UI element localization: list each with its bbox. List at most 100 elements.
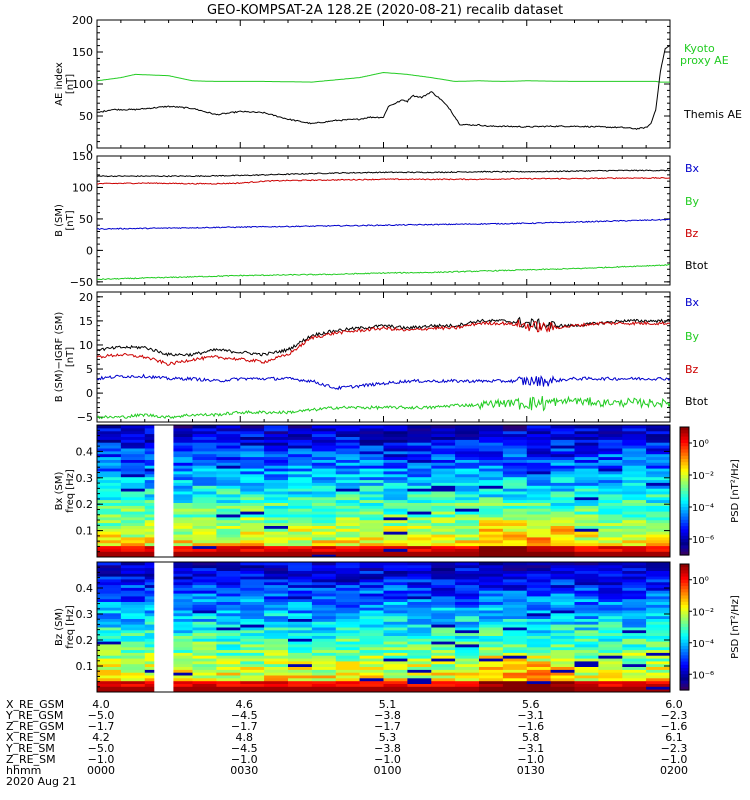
heatmap-cell (120, 445, 146, 449)
heatmap-cell (97, 587, 122, 591)
heatmap-cell (311, 519, 337, 524)
heatmap-cell (479, 470, 504, 475)
heatmap-cell (526, 573, 552, 577)
heatmap-cell (502, 598, 528, 602)
heatmap-cell (216, 638, 241, 642)
ephemeris-value: −1.7 (374, 720, 401, 733)
heatmap-cell (646, 570, 671, 574)
heatmap-cell (264, 436, 289, 440)
heatmap-cell (598, 448, 623, 452)
heatmap-cell (598, 564, 623, 569)
heatmap-cell (192, 573, 217, 577)
heatmap-cell (407, 554, 432, 558)
heatmap-cell (240, 525, 265, 529)
heatmap-cell (97, 511, 122, 515)
heatmap-cell (383, 680, 408, 684)
heatmap-cell (598, 502, 623, 506)
heatmap-cell (240, 562, 265, 566)
heatmap-cell (335, 508, 361, 512)
heatmap-cell (431, 519, 456, 524)
heatmap-cell (479, 539, 504, 544)
heatmap-cell (455, 499, 480, 503)
heatmap-cell (120, 621, 146, 625)
heatmap-cell (646, 536, 671, 541)
heatmap-cell (216, 511, 241, 515)
colorbar-segment (680, 589, 689, 593)
heatmap-cell (479, 542, 504, 547)
heatmap-cell (288, 686, 313, 690)
heatmap-cell (288, 587, 313, 591)
heatmap-cell (192, 621, 217, 625)
heatmap-cell (97, 627, 122, 631)
heatmap-cell (335, 564, 361, 569)
heatmap-cell (311, 581, 337, 586)
heatmap-cell (168, 468, 193, 472)
heatmap-cell (97, 473, 122, 478)
heatmap-cell (598, 584, 623, 588)
heatmap-cell (264, 465, 289, 469)
heatmap-cell (502, 567, 528, 571)
heatmap-cell (479, 564, 504, 569)
heatmap-cell (431, 644, 456, 648)
heatmap-cell (192, 430, 217, 435)
heatmap-cell (598, 593, 623, 597)
heatmap-cell (646, 462, 671, 466)
heatmap-cell (574, 689, 599, 693)
heatmap-cell (120, 545, 146, 549)
heatmap-cell (455, 427, 480, 432)
heatmap-cell (622, 488, 647, 492)
heatmap-cell (550, 629, 575, 634)
heatmap-cell (526, 493, 552, 498)
y-axis-label-line1: Bx (SM) (54, 472, 65, 511)
heatmap-cell (502, 629, 528, 634)
heatmap-cell (335, 658, 361, 662)
heatmap-cell (311, 593, 337, 597)
heatmap-cell (240, 468, 265, 472)
heatmap-cell (574, 468, 599, 472)
heatmap-cell (168, 587, 193, 591)
heatmap-cell (574, 567, 599, 571)
heatmap-cell (264, 629, 289, 634)
heatmap-cell (598, 551, 623, 555)
heatmap-cell (168, 584, 193, 588)
heatmap-cell (216, 502, 241, 506)
heatmap-cell (526, 499, 552, 503)
heatmap-cell (455, 581, 480, 586)
heatmap-cell (359, 545, 384, 549)
heatmap-cell (455, 554, 480, 558)
heatmap-cell (574, 539, 599, 544)
series-line-bx (97, 373, 670, 391)
heatmap-cell (407, 445, 432, 449)
heatmap-cell (240, 595, 265, 600)
heatmap-cell (479, 439, 504, 443)
heatmap-cell (455, 618, 480, 622)
heatmap-cell (407, 491, 432, 495)
heatmap-cell (550, 689, 575, 693)
heatmap-cell (598, 686, 623, 690)
heatmap-cell (240, 567, 265, 571)
heatmap-cell (479, 649, 504, 653)
heatmap-cell (455, 610, 480, 614)
heatmap-cell (502, 514, 528, 518)
panel-frame (96, 424, 671, 558)
heatmap-cell (216, 595, 241, 600)
heatmap-cell (240, 505, 265, 509)
heatmap-cell (622, 612, 647, 617)
heatmap-cell (479, 607, 504, 611)
heatmap-cell (264, 686, 289, 690)
colorbar-segment (680, 639, 689, 644)
heatmap-cell (526, 482, 552, 486)
heatmap-cell (455, 462, 480, 466)
heatmap-cell (216, 581, 241, 586)
heatmap-cell (216, 635, 241, 639)
heatmap-cell (550, 470, 575, 475)
heatmap-cell (598, 528, 623, 532)
heatmap-cell (216, 430, 241, 435)
heatmap-cell (168, 638, 193, 642)
heatmap-cell (550, 666, 575, 670)
heatmap-cell (383, 439, 408, 443)
heatmap-cell (288, 468, 313, 472)
heatmap-cell (359, 562, 384, 566)
heatmap-cell (288, 502, 313, 506)
heatmap-cell (526, 584, 552, 588)
